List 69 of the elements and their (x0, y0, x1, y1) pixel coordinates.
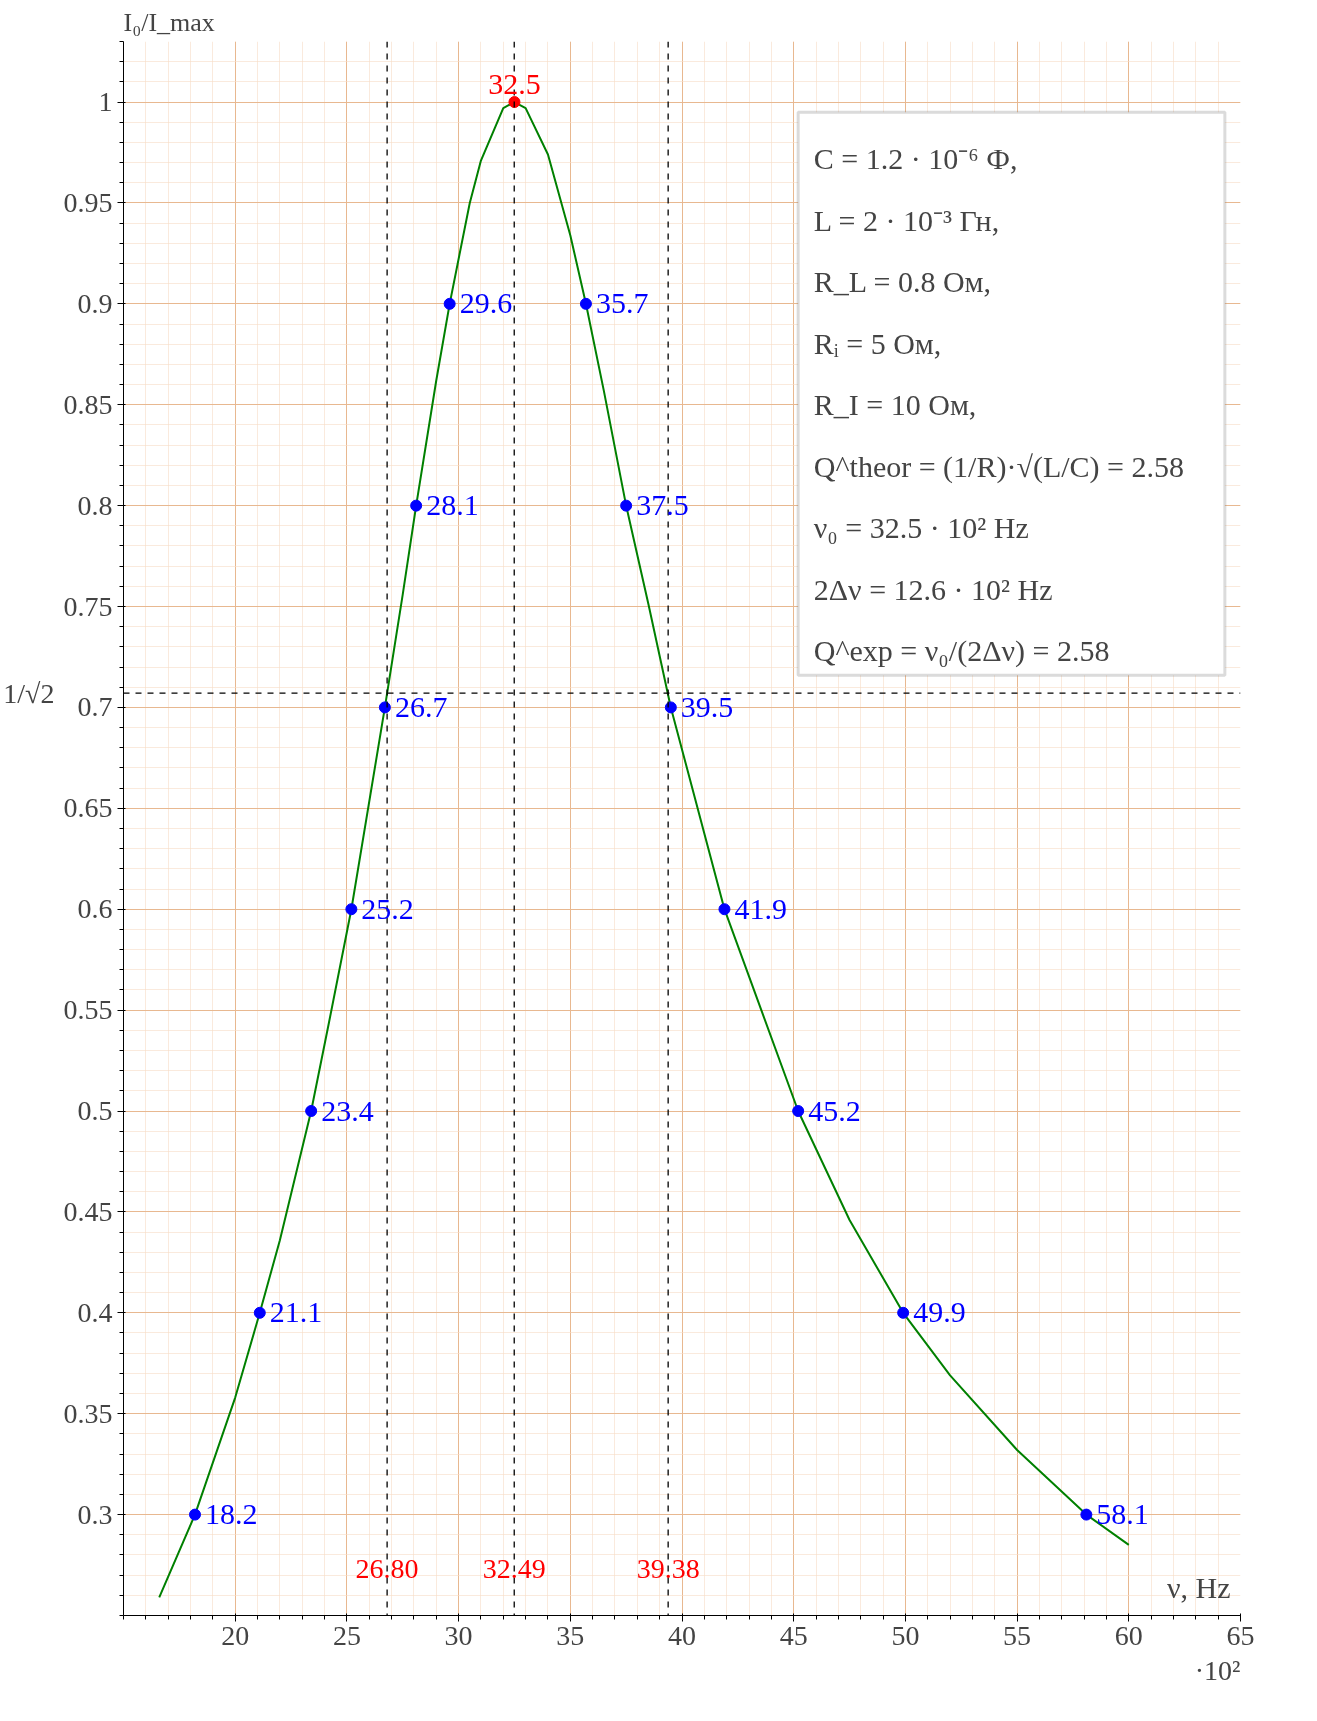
x-tick-label: 45 (779, 1619, 808, 1651)
ref-line-label: 1/√2 (3, 677, 55, 709)
x-tick-label: 50 (891, 1619, 920, 1651)
annotation: 45.2 (808, 1093, 861, 1127)
y-tick-label: 0.85 (63, 388, 113, 420)
point (410, 499, 423, 512)
y-tick-label: 0.6 (77, 893, 113, 925)
point (897, 1306, 910, 1319)
y-axis-title: I₀/I_max (123, 7, 215, 37)
ref-line-label: 26.80 (355, 1552, 419, 1584)
point (579, 297, 592, 310)
annotation: C = 1.2 · 10⁻⁶ Ф, (813, 142, 1018, 176)
annotation: 49.9 (913, 1295, 966, 1329)
x-tick-label: 40 (668, 1619, 696, 1651)
y-tick-label: 0.65 (63, 792, 113, 824)
ref-line-label: 39.38 (636, 1552, 700, 1584)
x-tick-label: 65 (1226, 1619, 1255, 1651)
y-tick-label: 0.5 (77, 1095, 113, 1127)
point (305, 1105, 318, 1117)
x-tick-label: 60 (1114, 1619, 1143, 1651)
annotation: Q^exp = ν₀/(2Δν) = 2.58 (813, 634, 1110, 669)
y-tick-label: 0.95 (63, 186, 113, 218)
annotation: Q^theor = (1/R)·√(L/C) = 2.58 (813, 449, 1184, 484)
annotation: 23.4 (321, 1093, 374, 1127)
x-tick-label: 25 (332, 1619, 361, 1651)
point (345, 903, 358, 916)
point (792, 1105, 805, 1117)
y-tick-label: 0.9 (77, 287, 113, 319)
point (1080, 1508, 1093, 1521)
y-tick-label: 0.7 (77, 691, 113, 723)
annotation: 25.2 (361, 891, 414, 925)
x-tick-label: 20 (221, 1619, 250, 1651)
annotation: 29.6 (459, 286, 513, 320)
point (253, 1306, 266, 1319)
annotation: L = 2 · 10⁻³ Гн, (813, 203, 1000, 237)
annotation: 37.5 (636, 488, 689, 522)
annotation: 18.2 (204, 1497, 258, 1531)
annotation: 32.5 (488, 67, 541, 101)
annotation: 21.1 (269, 1295, 323, 1329)
annotation: Rᵢ = 5 Ом, (813, 326, 942, 360)
annotation: ν₀ = 32.5 · 10² Hz (813, 511, 1029, 545)
x-axis-title: ν, Hz (1166, 1570, 1231, 1604)
y-tick-label: 0.3 (77, 1498, 113, 1530)
ref-line-label: 32.49 (482, 1552, 546, 1584)
text: ·10² (1194, 1654, 1241, 1686)
x-tick-label: 55 (1003, 1619, 1032, 1651)
point (443, 297, 456, 310)
y-tick-label: 0.8 (77, 489, 113, 521)
y-tick-label: 0.4 (77, 1296, 113, 1328)
annotation: R_L = 0.8 Ом, (813, 265, 992, 299)
y-tick-label: 0.75 (63, 590, 113, 622)
point (188, 1508, 201, 1521)
annotation: 41.9 (734, 891, 787, 925)
annotation: 28.1 (426, 488, 479, 522)
y-tick-label: 0.35 (63, 1397, 113, 1429)
x-tick-label: 30 (444, 1619, 473, 1651)
point (620, 499, 633, 512)
annotation: 26.7 (394, 689, 448, 723)
point (718, 903, 731, 916)
point (508, 96, 521, 109)
y-tick-label: 1 (98, 86, 113, 118)
annotation: 35.7 (595, 286, 649, 320)
annotation: 58.1 (1096, 1497, 1149, 1531)
annotation: R_I = 10 Ом, (813, 388, 977, 422)
annotation: 39.5 (680, 689, 734, 723)
annotation: 2Δν = 12.6 · 10² Hz (813, 572, 1053, 606)
y-tick-label: 0.55 (63, 994, 113, 1026)
y-tick-label: 0.45 (63, 1195, 113, 1227)
x-tick-label: 35 (556, 1619, 585, 1651)
